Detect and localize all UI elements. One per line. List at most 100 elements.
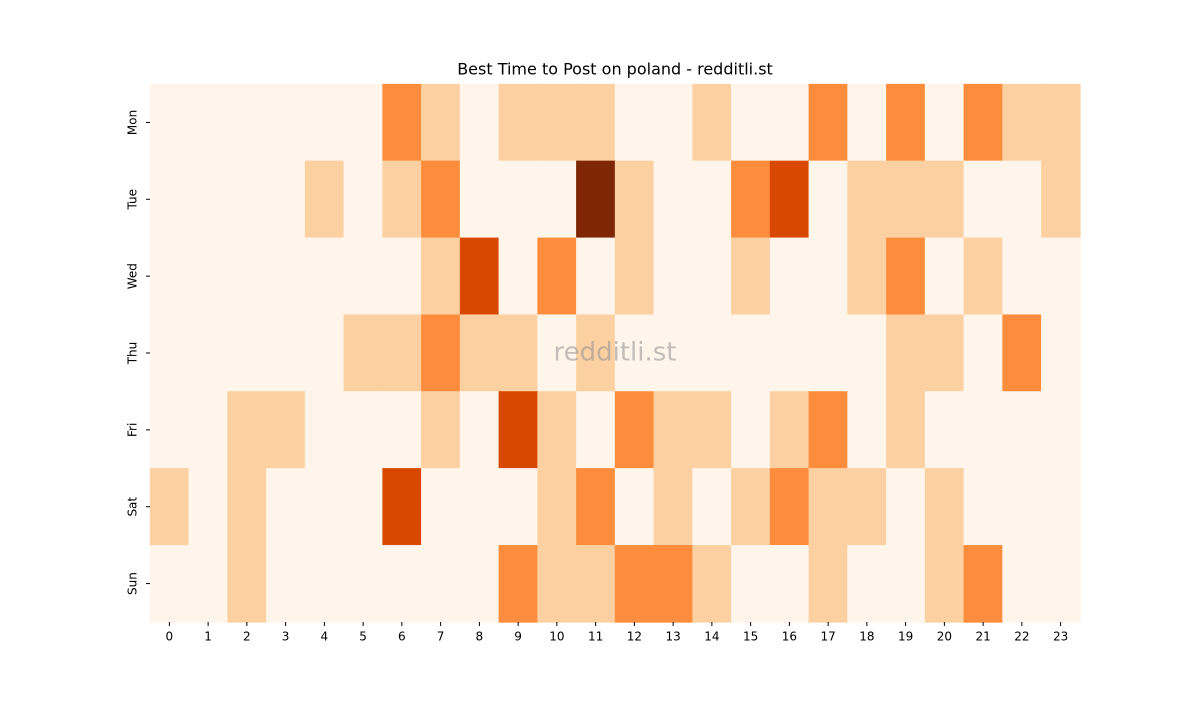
cell xyxy=(847,314,887,393)
cell xyxy=(537,391,577,469)
cell xyxy=(769,83,810,162)
cell xyxy=(886,468,926,546)
cell xyxy=(1041,391,1081,469)
x-tick-label: 21 xyxy=(975,630,990,644)
cell xyxy=(304,83,345,162)
cell xyxy=(188,544,229,623)
cell xyxy=(498,314,539,393)
cell xyxy=(769,544,810,623)
cell xyxy=(537,468,577,546)
cell xyxy=(266,160,306,239)
cell xyxy=(1041,544,1081,623)
y-tick-label: Mon xyxy=(126,110,140,135)
x-tick-label: 9 xyxy=(514,630,522,644)
cell xyxy=(459,314,500,393)
cell xyxy=(343,544,384,623)
x-tick-label: 13 xyxy=(665,630,680,644)
x-tick-label: 16 xyxy=(782,630,797,644)
cell xyxy=(847,468,887,546)
cell xyxy=(886,314,926,393)
watermark: redditli.st xyxy=(554,338,677,368)
cell xyxy=(653,160,694,239)
cell xyxy=(1041,160,1081,239)
cell xyxy=(653,314,694,393)
cell xyxy=(692,160,732,239)
cell xyxy=(847,160,887,239)
x-tick-label: 3 xyxy=(282,630,290,644)
cell xyxy=(343,83,384,162)
x-tick-label: 15 xyxy=(743,630,758,644)
x-tick-label: 12 xyxy=(627,630,642,644)
y-tick-label: Thu xyxy=(126,342,140,366)
cell xyxy=(188,468,229,546)
y-tick-label: Sun xyxy=(126,572,140,595)
cell xyxy=(421,160,461,239)
cell xyxy=(343,314,384,393)
cell xyxy=(731,544,771,623)
cell xyxy=(576,237,616,316)
cell xyxy=(614,468,655,546)
cell xyxy=(266,391,306,469)
y-tick-label: Sat xyxy=(126,497,140,517)
cell xyxy=(382,468,422,546)
cell xyxy=(1002,83,1042,162)
cell xyxy=(188,237,229,316)
cell xyxy=(1002,544,1042,623)
cell xyxy=(963,544,1004,623)
cell xyxy=(266,544,306,623)
cell xyxy=(808,391,849,469)
cell xyxy=(963,237,1004,316)
heatmap-cells xyxy=(149,83,1081,623)
cell xyxy=(537,544,577,623)
cell xyxy=(188,314,229,393)
cell xyxy=(227,237,267,316)
cell xyxy=(537,160,577,239)
cell xyxy=(343,391,384,469)
cell xyxy=(149,468,190,546)
cell xyxy=(614,391,655,469)
x-tick-label: 6 xyxy=(398,630,406,644)
cell xyxy=(459,83,500,162)
cell xyxy=(924,544,965,623)
cell xyxy=(149,544,190,623)
cell xyxy=(537,237,577,316)
cell xyxy=(304,237,345,316)
cell xyxy=(576,314,616,393)
x-tick-label: 0 xyxy=(166,630,174,644)
cell xyxy=(459,544,500,623)
y-tick-label: Tue xyxy=(126,189,140,211)
cell xyxy=(1002,468,1042,546)
cell xyxy=(886,237,926,316)
cell xyxy=(653,83,694,162)
cell xyxy=(537,314,577,393)
cell xyxy=(614,314,655,393)
cell xyxy=(227,544,267,623)
cell xyxy=(1041,237,1081,316)
cell xyxy=(731,160,771,239)
cell xyxy=(421,468,461,546)
x-tick-label: 23 xyxy=(1053,630,1068,644)
cell xyxy=(149,83,190,162)
cell xyxy=(498,160,539,239)
x-tick-label: 4 xyxy=(321,630,329,644)
cell xyxy=(614,83,655,162)
cell xyxy=(692,391,732,469)
cell xyxy=(1002,160,1042,239)
cell xyxy=(924,237,965,316)
cell xyxy=(498,83,539,162)
cell xyxy=(847,391,887,469)
cell xyxy=(459,468,500,546)
cell xyxy=(459,160,500,239)
cell xyxy=(227,468,267,546)
x-tick-label: 1 xyxy=(204,630,212,644)
cell xyxy=(498,391,539,469)
x-tick-label: 19 xyxy=(898,630,913,644)
cell xyxy=(266,468,306,546)
cell xyxy=(149,160,190,239)
cell xyxy=(188,160,229,239)
cell xyxy=(653,391,694,469)
cell xyxy=(266,83,306,162)
x-tick-label: 11 xyxy=(588,630,603,644)
x-tick-label: 7 xyxy=(437,630,445,644)
cell xyxy=(304,160,345,239)
